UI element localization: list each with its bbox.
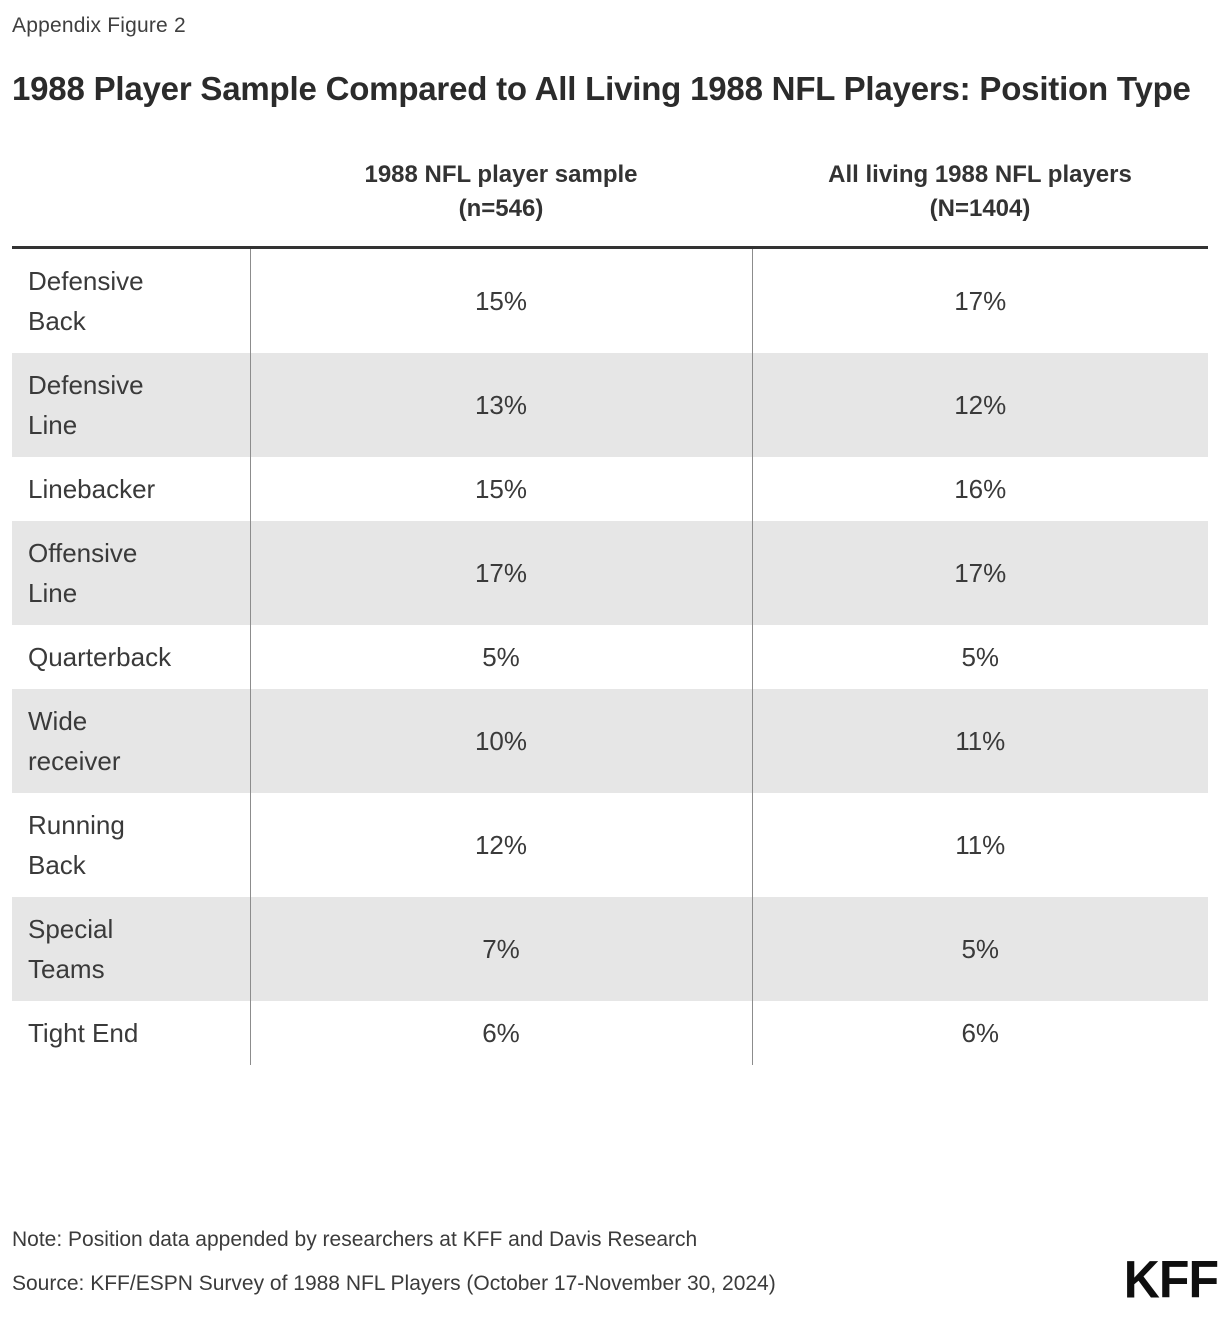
sample-header-count: (n=546) — [458, 195, 544, 222]
position-label: Running Back — [28, 810, 125, 880]
sample-value: 17% — [249, 521, 752, 625]
position-label: Wide receiver — [28, 706, 121, 776]
all-living-value: 12% — [751, 353, 1208, 457]
table-row: Tight End 6% 6% — [12, 1001, 1208, 1065]
table-row: Defensive Back 15% 17% — [12, 247, 1208, 353]
footer: Note: Position data appended by research… — [12, 1228, 1208, 1296]
position-label: Linebacker — [28, 474, 156, 504]
position-label: Tight End — [28, 1018, 139, 1048]
sample-value: 7% — [249, 897, 752, 1001]
table-row: Linebacker 15% 16% — [12, 457, 1208, 521]
all-living-value: 11% — [751, 793, 1208, 897]
position-label: Defensive Back — [28, 266, 144, 336]
all-living-value: 11% — [751, 689, 1208, 793]
column-header-position — [12, 158, 250, 249]
sample-value: 12% — [249, 793, 752, 897]
all-living-value: 5% — [751, 897, 1208, 1001]
sample-value: 13% — [249, 353, 752, 457]
sample-value: 10% — [249, 689, 752, 793]
page-title: 1988 Player Sample Compared to All Livin… — [12, 70, 1191, 107]
kff-logo: KFF — [1123, 1250, 1219, 1309]
sample-value: 15% — [249, 457, 752, 521]
table-body: Defensive Back 15% 17% Defensive Line 13% 12%… — [12, 247, 1208, 1065]
all-living-header-label: All living 1988 NFL players — [828, 161, 1132, 188]
table-row: Running Back 12% 11% — [12, 793, 1208, 897]
position-label: Defensive Line — [28, 370, 144, 440]
table-row: Wide receiver 10% 11% — [12, 689, 1208, 793]
position-label: Quarterback — [28, 642, 172, 672]
all-living-value: 16% — [751, 457, 1208, 521]
position-label: Offensive Line — [28, 538, 138, 608]
table-row: Offensive Line 17% 17% — [12, 521, 1208, 625]
all-living-value: 17% — [751, 521, 1208, 625]
table-row: Defensive Line 13% 12% — [12, 353, 1208, 457]
column-header-sample: 1988 NFL player sample (n=546) — [250, 158, 752, 249]
all-living-value: 6% — [751, 1001, 1208, 1065]
table-row: Quarterback 5% 5% — [12, 625, 1208, 689]
note-text: Note: Position data appended by research… — [12, 1228, 698, 1251]
source-text: Source: KFF/ESPN Survey of 1988 NFL Play… — [12, 1272, 776, 1295]
all-living-value: 5% — [751, 625, 1208, 689]
sample-value: 5% — [249, 625, 752, 689]
all-living-value: 17% — [751, 247, 1208, 353]
table-row: Special Teams 7% 5% — [12, 897, 1208, 1001]
all-living-header-count: (N=1404) — [929, 195, 1031, 222]
table-header: 1988 NFL player sample (n=546) All livin… — [12, 158, 1208, 249]
position-comparison-table: 1988 NFL player sample (n=546) All livin… — [12, 158, 1208, 1065]
sample-header-label: 1988 NFL player sample — [364, 161, 638, 188]
column-header-all-living: All living 1988 NFL players (N=1404) — [752, 158, 1208, 249]
sample-value: 15% — [249, 247, 752, 353]
sample-value: 6% — [249, 1001, 752, 1065]
figure-label: Appendix Figure 2 — [12, 14, 186, 37]
position-label: Special Teams — [28, 914, 114, 984]
